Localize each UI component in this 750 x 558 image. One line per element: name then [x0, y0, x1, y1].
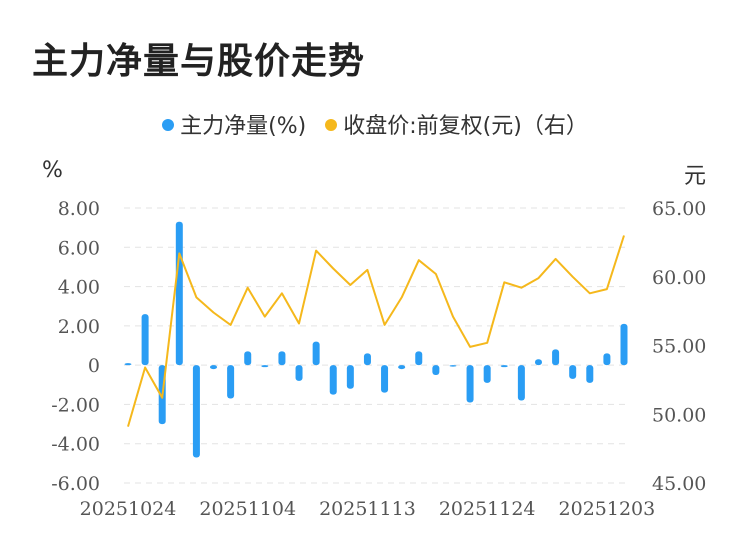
net-flow-bar	[175, 221, 183, 366]
net-flow-bar	[295, 365, 303, 381]
net-flow-bar	[586, 365, 594, 383]
net-flow-bar	[381, 365, 389, 393]
legend-dot-bar	[162, 119, 175, 131]
net-flow-bar	[534, 359, 542, 366]
net-flow-bar	[363, 353, 371, 366]
net-flow-bar	[329, 365, 337, 395]
left-axis-tick: -6.00	[51, 473, 100, 495]
left-axis-tick: 2.00	[58, 316, 100, 338]
net-flow-bar	[312, 341, 320, 366]
net-flow-bar	[415, 351, 423, 366]
net-flow-bar	[278, 351, 286, 366]
net-flow-bar	[500, 365, 508, 368]
net-flow-bar	[192, 365, 200, 458]
right-axis-tick: 45.00	[652, 473, 706, 495]
net-flow-bar	[517, 365, 525, 401]
x-axis-tick: 20251104	[199, 498, 296, 520]
net-flow-bar	[210, 365, 218, 370]
x-axis-tick: 20251113	[319, 498, 416, 520]
net-flow-bar	[466, 365, 474, 403]
net-flow-bar	[552, 349, 560, 366]
chart-title: 主力净量与股价走势	[32, 41, 366, 82]
net-flow-bar	[569, 365, 577, 379]
left-axis-unit: %	[42, 158, 63, 183]
chart-legend: 主力净量(%) 收盘价:前复权(元)（右）	[0, 108, 750, 140]
legend-label-net-flow: 主力净量(%)	[180, 114, 307, 139]
x-axis-tick: 20251203	[559, 498, 656, 520]
net-flow-bar	[483, 365, 491, 383]
net-flow-bar	[449, 365, 457, 367]
right-axis-unit: 元	[684, 164, 707, 189]
net-flow-bar	[141, 314, 149, 366]
net-flow-bar	[398, 365, 406, 370]
net-flow-bar	[432, 365, 440, 375]
net-flow-bar	[227, 365, 235, 399]
right-axis-tick: 50.00	[652, 404, 706, 426]
legend-item-close-price[interactable]: 收盘价:前复权(元)（右）	[325, 108, 588, 140]
left-axis-tick: 8.00	[58, 198, 100, 220]
x-axis-tick: 20251024	[80, 498, 177, 520]
legend-label-close-price: 收盘价:前复权(元)（右）	[343, 114, 588, 139]
left-axis-tick: 4.00	[58, 277, 100, 299]
legend-item-net-flow[interactable]: 主力净量(%)	[162, 108, 306, 140]
close-price-line	[127, 235, 625, 427]
left-axis-tick: -4.00	[51, 434, 100, 456]
right-axis-tick: 55.00	[652, 336, 706, 358]
net-flow-bar	[346, 365, 354, 389]
net-flow-bar	[124, 363, 132, 366]
net-flow-bar	[261, 365, 269, 368]
right-axis-tick: 65.00	[652, 198, 706, 220]
left-axis-tick: 0	[88, 355, 100, 377]
net-flow-bar	[244, 351, 252, 366]
net-flow-bar	[603, 353, 611, 366]
right-axis-tick: 60.00	[652, 267, 706, 289]
net-flow-bar	[620, 323, 628, 366]
x-axis-tick: 20251124	[439, 498, 536, 520]
legend-dot-line	[325, 119, 338, 131]
left-axis-tick: -2.00	[51, 394, 100, 416]
left-axis-tick: 6.00	[58, 237, 100, 259]
